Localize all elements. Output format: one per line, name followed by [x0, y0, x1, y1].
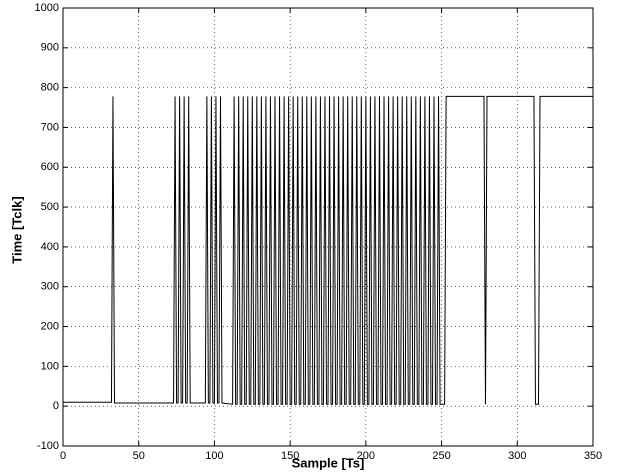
x-tick-label: 0 [60, 450, 66, 462]
x-tick-label: 100 [205, 450, 223, 462]
x-tick-label: 350 [584, 450, 602, 462]
y-axis-label: Time [Tclk] [9, 196, 24, 263]
y-tick-label: 300 [41, 281, 59, 293]
y-tick-label: 0 [53, 400, 59, 412]
plot-frame [62, 7, 594, 447]
y-tick-label: 900 [41, 42, 59, 54]
x-tick-label: 50 [133, 450, 145, 462]
y-tick-label: 100 [41, 360, 59, 372]
y-tick-label: -100 [37, 440, 59, 452]
y-tick-label: 200 [41, 320, 59, 332]
y-tick-label: 600 [41, 161, 59, 173]
x-tick-label: 200 [357, 450, 375, 462]
x-axis-label: Sample [Ts] [292, 455, 365, 470]
x-tick-label: 300 [508, 450, 526, 462]
y-tick-label: 1000 [35, 2, 59, 14]
y-tick-label: 500 [41, 201, 59, 213]
x-tick-label: 150 [281, 450, 299, 462]
y-tick-label: 700 [41, 121, 59, 133]
data-line [63, 95, 593, 405]
y-tick-label: 800 [41, 82, 59, 94]
y-tick-label: 400 [41, 241, 59, 253]
x-tick-label: 250 [432, 450, 450, 462]
